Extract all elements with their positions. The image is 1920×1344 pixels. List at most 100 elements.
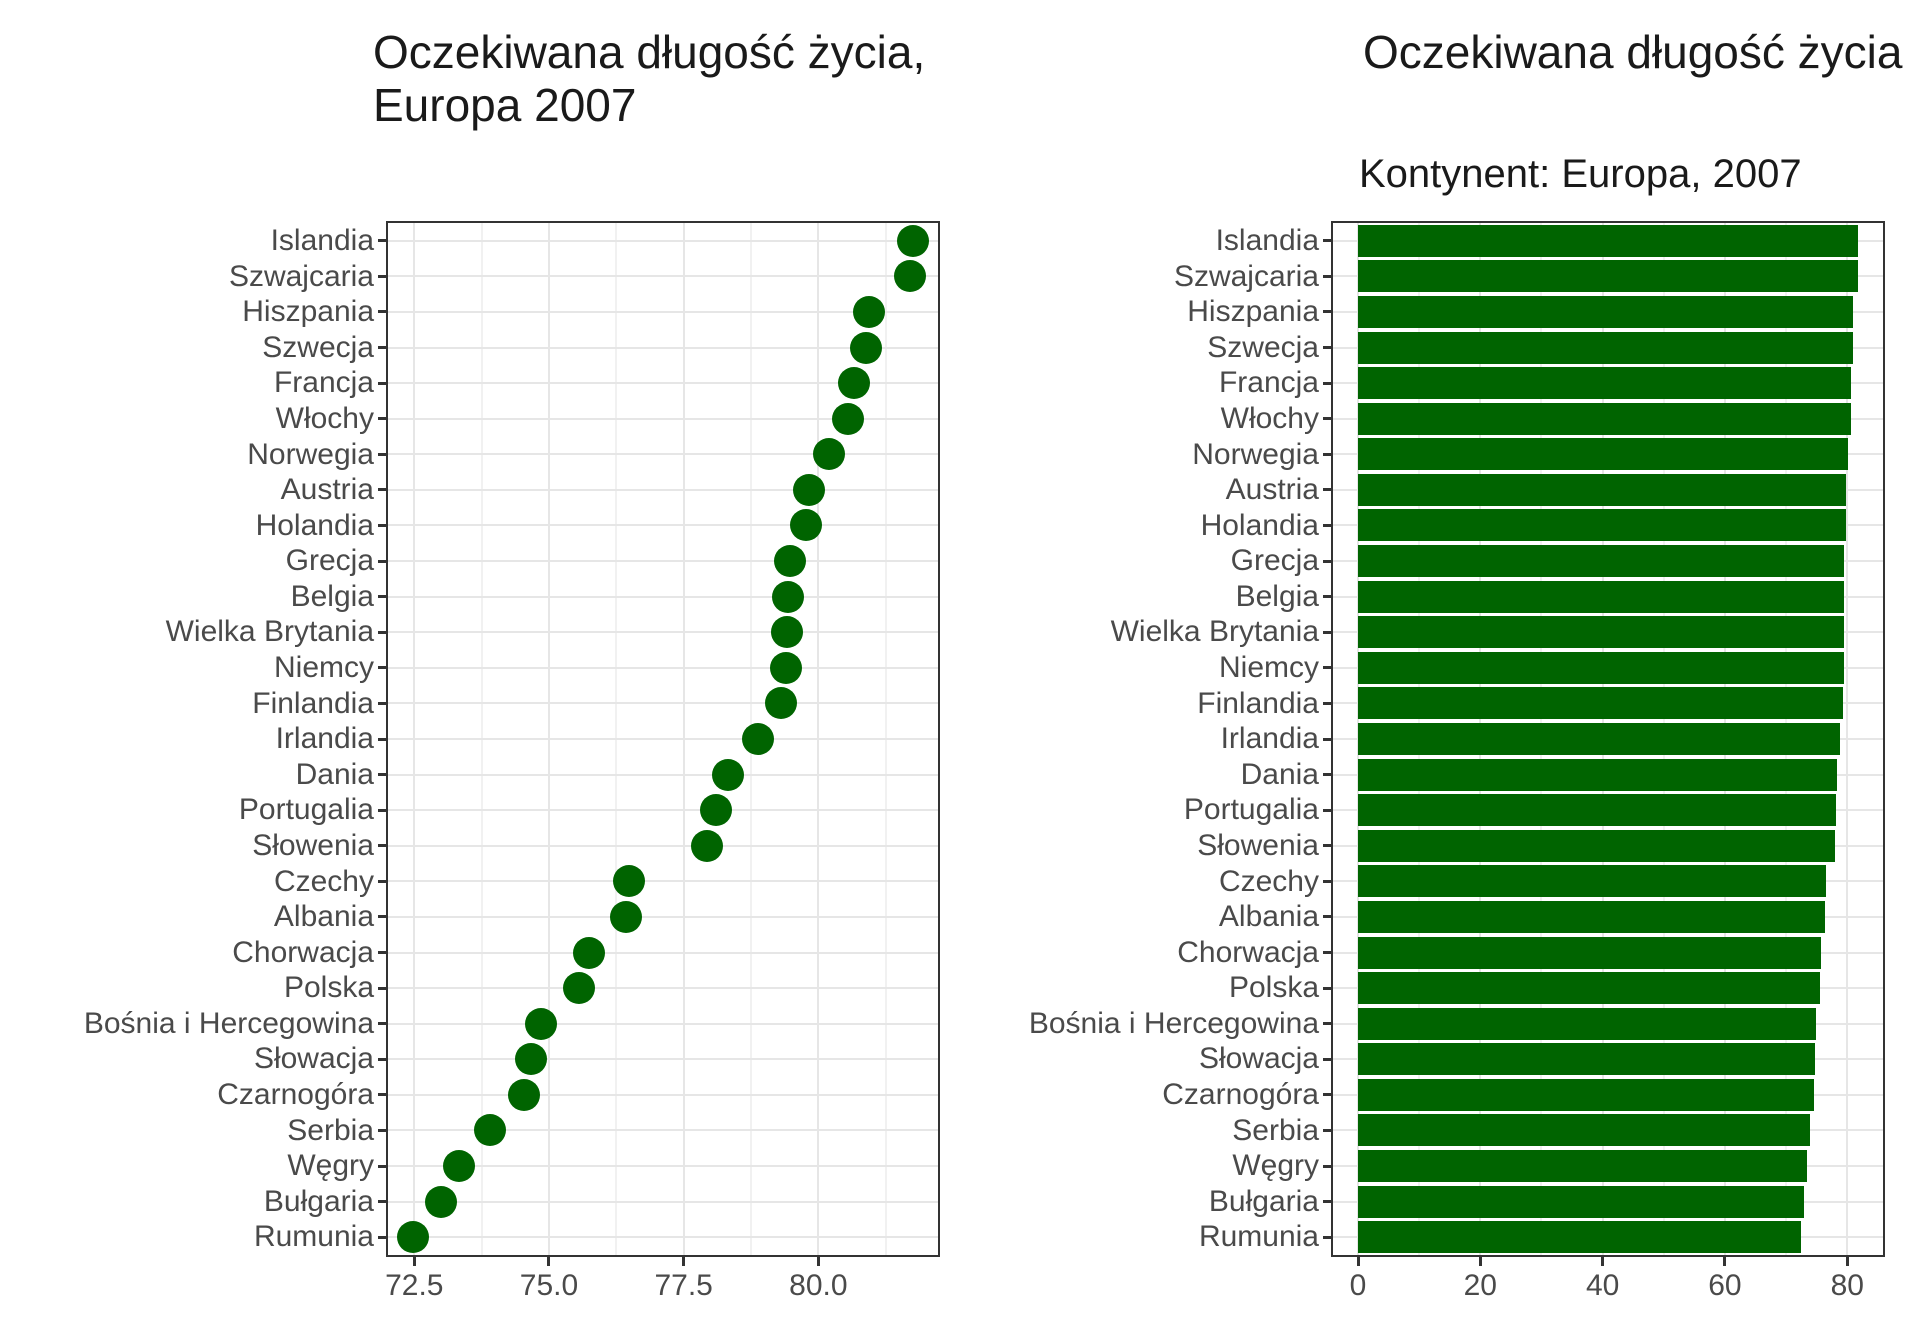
x-tick-label: 60 xyxy=(1708,1269,1742,1302)
data-point xyxy=(425,1185,458,1218)
y-axis-label: Szwajcaria xyxy=(1173,259,1319,293)
x-tick xyxy=(1723,1257,1727,1266)
x-tick xyxy=(547,1257,551,1266)
row-gridline xyxy=(388,809,938,812)
row-gridline xyxy=(388,1129,938,1132)
data-point xyxy=(831,402,864,435)
y-axis-label: Portugalia xyxy=(238,793,374,827)
bar xyxy=(1358,794,1836,827)
y-tick xyxy=(378,1128,387,1132)
y-axis-label: Serbia xyxy=(1232,1113,1319,1147)
y-axis-label: Bułgaria xyxy=(263,1184,374,1218)
bar xyxy=(1358,1221,1802,1254)
bar xyxy=(1358,402,1851,435)
y-tick xyxy=(1323,773,1332,777)
y-axis-label: Rumunia xyxy=(253,1220,374,1254)
y-axis-label: Rumunia xyxy=(1198,1220,1319,1254)
x-tick-label: 72.5 xyxy=(385,1269,444,1302)
bar xyxy=(1358,580,1844,613)
data-point xyxy=(849,331,882,364)
y-tick xyxy=(378,239,387,243)
y-axis-label: Islandia xyxy=(1215,224,1319,257)
row-gridline xyxy=(388,524,938,527)
bar xyxy=(1358,1078,1814,1111)
y-tick xyxy=(1323,915,1332,919)
y-tick xyxy=(1323,1164,1332,1168)
bar xyxy=(1358,224,1858,257)
y-tick xyxy=(1323,559,1332,563)
y-tick xyxy=(378,274,387,278)
y-tick xyxy=(378,915,387,919)
y-tick xyxy=(378,666,387,670)
data-point xyxy=(473,1114,506,1147)
y-axis-label: Czechy xyxy=(1218,864,1319,898)
y-tick xyxy=(378,1022,387,1026)
data-point xyxy=(893,260,926,293)
y-axis-label: Islandia xyxy=(270,224,374,257)
data-point xyxy=(742,723,775,755)
y-axis-label: Węgry xyxy=(1232,1149,1319,1183)
y-axis-label: Bośnia i Hercegowina xyxy=(1028,1006,1319,1040)
chart-subtitle: Kontynent: Europa, 2007 xyxy=(1359,152,1802,196)
y-tick xyxy=(1323,274,1332,278)
y-axis-label: Dania xyxy=(1240,757,1319,791)
bar xyxy=(1358,1150,1807,1183)
data-point xyxy=(396,1221,429,1254)
y-axis-label: Francja xyxy=(1218,366,1319,400)
y-axis-label: Portugalia xyxy=(1183,793,1319,827)
y-axis-label: Grecja xyxy=(1230,544,1319,578)
row-gridline xyxy=(388,1093,938,1096)
y-tick xyxy=(378,844,387,848)
data-point xyxy=(789,509,822,542)
row-gridline xyxy=(388,1022,938,1025)
y-tick xyxy=(378,1200,387,1204)
y-axis-label: Czarnogóra xyxy=(1162,1078,1319,1112)
y-axis-label: Irlandia xyxy=(275,722,374,756)
y-axis-label: Polska xyxy=(1228,971,1319,1005)
data-point xyxy=(712,758,745,791)
row-gridline xyxy=(388,987,938,990)
data-point xyxy=(770,651,803,684)
row-gridline xyxy=(388,880,938,883)
row-gridline xyxy=(388,488,938,491)
y-axis-label: Belgia xyxy=(290,579,374,613)
row-gridline xyxy=(388,631,938,634)
y-axis-label: Albania xyxy=(1218,900,1319,934)
y-axis-label: Dania xyxy=(295,757,374,791)
y-tick xyxy=(1323,844,1332,848)
chart-title: Oczekiwana długość życia xyxy=(1363,26,1903,78)
y-tick xyxy=(378,1093,387,1097)
data-point xyxy=(613,865,646,898)
data-point xyxy=(508,1078,541,1111)
x-tick xyxy=(412,1257,416,1266)
y-axis-label: Słowenia xyxy=(252,828,374,862)
bar xyxy=(1358,687,1844,720)
data-point xyxy=(514,1043,547,1076)
y-axis-label: Finlandia xyxy=(252,686,374,720)
y-axis-label: Wielka Brytania xyxy=(165,615,374,649)
row-gridline xyxy=(388,666,938,669)
x-tick-label: 75.0 xyxy=(519,1269,579,1302)
y-tick xyxy=(1323,452,1332,456)
y-axis-label: Niemcy xyxy=(273,651,374,685)
y-tick xyxy=(1323,737,1332,741)
y-axis-label: Norwegia xyxy=(1192,437,1319,471)
bar xyxy=(1358,758,1838,791)
data-point xyxy=(812,438,845,471)
bar xyxy=(1358,651,1844,684)
y-tick xyxy=(1323,1235,1332,1239)
y-axis-label: Wielka Brytania xyxy=(1110,615,1319,649)
y-tick xyxy=(378,986,387,990)
y-tick xyxy=(1323,523,1332,527)
y-tick xyxy=(1323,666,1332,670)
chart-title-line2: Europa 2007 xyxy=(373,79,637,131)
row-gridline xyxy=(388,417,938,420)
y-axis-label: Bośnia i Hercegowina xyxy=(83,1006,374,1040)
data-point xyxy=(837,367,870,400)
y-tick xyxy=(378,595,387,599)
y-tick xyxy=(378,773,387,777)
y-axis-label: Austria xyxy=(280,473,374,507)
y-axis-label: Słowenia xyxy=(1197,828,1319,862)
y-tick xyxy=(1323,879,1332,883)
